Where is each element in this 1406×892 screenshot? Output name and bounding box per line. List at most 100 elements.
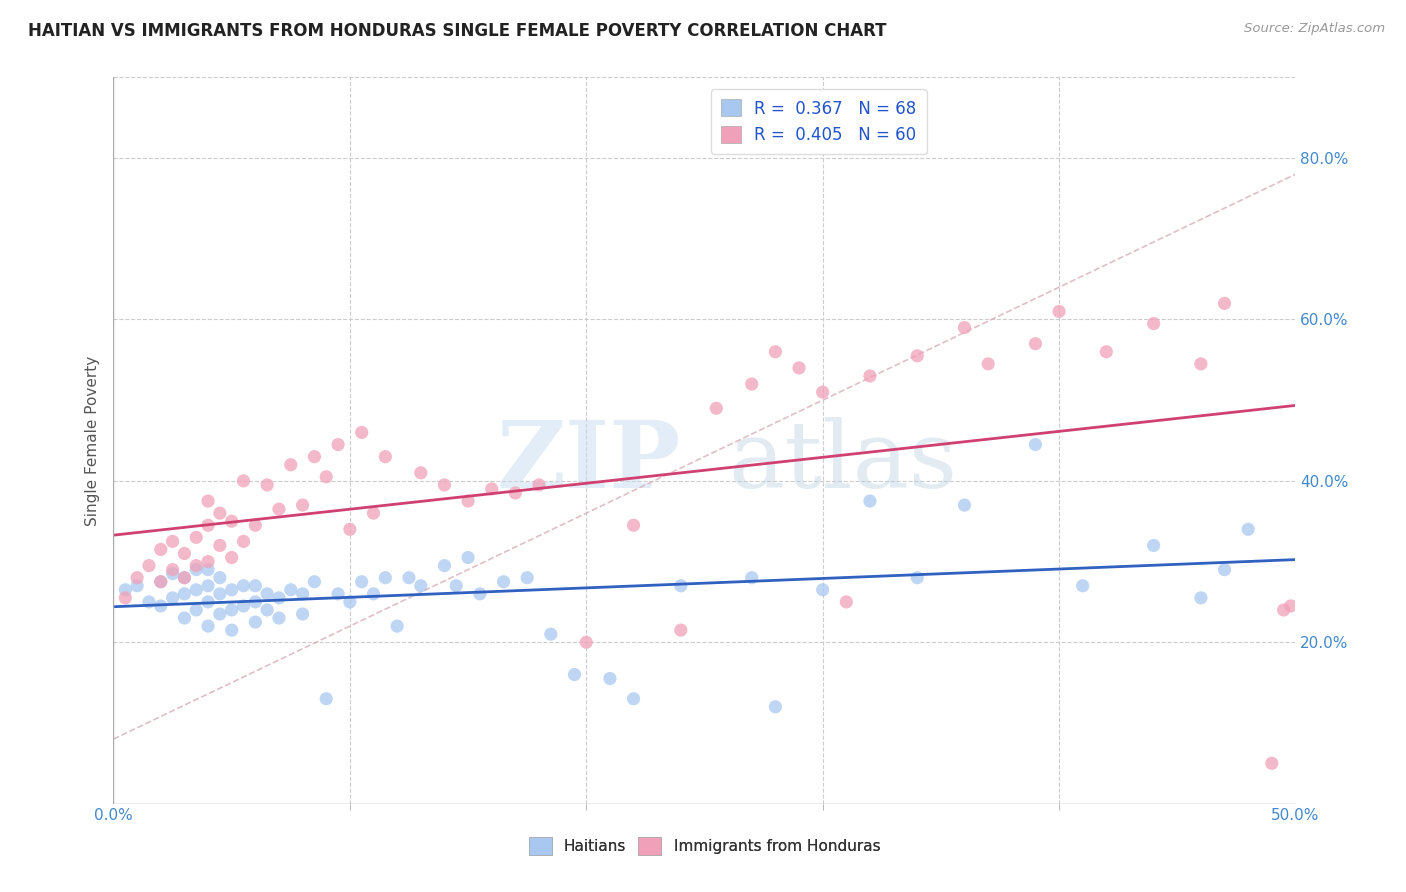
- Point: [256, 587, 278, 601]
- Point: [245, 518, 267, 533]
- Point: [173, 571, 195, 585]
- Point: [149, 574, 172, 589]
- Text: ZIP: ZIP: [496, 417, 681, 508]
- Point: [208, 587, 231, 601]
- Point: [433, 558, 456, 573]
- Point: [623, 691, 645, 706]
- Point: [1047, 304, 1070, 318]
- Point: [704, 401, 727, 416]
- Point: [304, 450, 326, 464]
- Point: [1095, 344, 1118, 359]
- Point: [114, 582, 136, 597]
- Point: [859, 494, 882, 508]
- Point: [173, 547, 195, 561]
- Point: [221, 623, 243, 637]
- Point: [256, 478, 278, 492]
- Point: [197, 555, 219, 569]
- Point: [208, 538, 231, 552]
- Point: [339, 522, 361, 536]
- Point: [280, 582, 302, 597]
- Point: [173, 587, 195, 601]
- Point: [291, 498, 314, 512]
- Point: [245, 615, 267, 629]
- Point: [232, 579, 254, 593]
- Point: [575, 635, 598, 649]
- Point: [787, 360, 810, 375]
- Point: [197, 563, 219, 577]
- Point: [398, 571, 420, 585]
- Point: [208, 571, 231, 585]
- Point: [127, 571, 149, 585]
- Point: [1143, 538, 1166, 552]
- Point: [149, 599, 172, 613]
- Point: [741, 571, 763, 585]
- Point: [835, 595, 858, 609]
- Point: [186, 558, 208, 573]
- Point: [162, 534, 184, 549]
- Point: [186, 582, 208, 597]
- Point: [1143, 317, 1166, 331]
- Point: [197, 518, 219, 533]
- Point: [505, 486, 527, 500]
- Point: [162, 591, 184, 605]
- Point: [527, 478, 550, 492]
- Point: [245, 595, 267, 609]
- Point: [256, 603, 278, 617]
- Point: [669, 623, 692, 637]
- Point: [468, 587, 491, 601]
- Point: [173, 611, 195, 625]
- Point: [492, 574, 515, 589]
- Point: [1279, 599, 1302, 613]
- Point: [267, 591, 290, 605]
- Point: [221, 603, 243, 617]
- Point: [208, 607, 231, 621]
- Point: [221, 550, 243, 565]
- Point: [433, 478, 456, 492]
- Point: [267, 611, 290, 625]
- Point: [291, 587, 314, 601]
- Point: [197, 579, 219, 593]
- Point: [1024, 336, 1046, 351]
- Point: [363, 587, 385, 601]
- Point: [208, 506, 231, 520]
- Point: [304, 574, 326, 589]
- Point: [409, 579, 432, 593]
- Point: [374, 450, 396, 464]
- Point: [905, 571, 928, 585]
- Legend: Haitians, Immigrants from Honduras: Haitians, Immigrants from Honduras: [523, 830, 886, 862]
- Point: [1189, 357, 1212, 371]
- Point: [186, 603, 208, 617]
- Point: [446, 579, 468, 593]
- Point: [232, 599, 254, 613]
- Point: [385, 619, 408, 633]
- Point: [267, 502, 290, 516]
- Point: [138, 558, 160, 573]
- Point: [339, 595, 361, 609]
- Point: [540, 627, 562, 641]
- Point: [149, 574, 172, 589]
- Point: [564, 667, 586, 681]
- Point: [162, 563, 184, 577]
- Point: [859, 369, 882, 384]
- Point: [623, 518, 645, 533]
- Point: [138, 595, 160, 609]
- Point: [409, 466, 432, 480]
- Point: [114, 591, 136, 605]
- Point: [811, 385, 834, 400]
- Point: [1071, 579, 1094, 593]
- Point: [197, 494, 219, 508]
- Y-axis label: Single Female Poverty: Single Female Poverty: [86, 355, 100, 525]
- Point: [221, 514, 243, 528]
- Point: [1189, 591, 1212, 605]
- Point: [741, 377, 763, 392]
- Point: [245, 579, 267, 593]
- Point: [457, 550, 479, 565]
- Point: [811, 582, 834, 597]
- Point: [669, 579, 692, 593]
- Point: [186, 563, 208, 577]
- Point: [1272, 603, 1295, 617]
- Point: [763, 699, 786, 714]
- Point: [374, 571, 396, 585]
- Point: [363, 506, 385, 520]
- Point: [763, 344, 786, 359]
